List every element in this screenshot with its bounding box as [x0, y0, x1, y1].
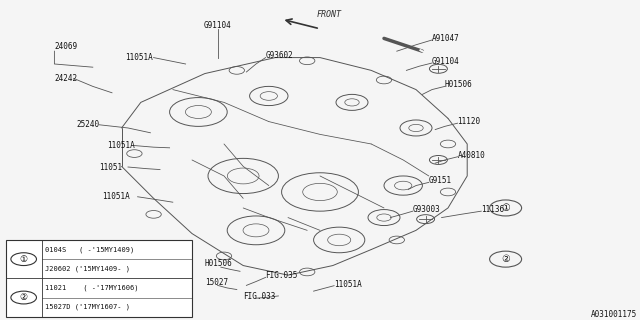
Text: 25240: 25240: [77, 120, 100, 129]
Text: 24069: 24069: [54, 42, 77, 51]
Text: 11136: 11136: [481, 205, 504, 214]
Text: 24242: 24242: [54, 74, 77, 83]
Text: ①: ①: [501, 203, 510, 213]
Text: 0104S   ( -'15MY1409): 0104S ( -'15MY1409): [45, 246, 134, 253]
Text: G91104: G91104: [432, 57, 460, 66]
Text: 11051A: 11051A: [102, 192, 130, 201]
Text: 15027: 15027: [205, 278, 228, 287]
Text: J20602 ('15MY1409- ): J20602 ('15MY1409- ): [45, 266, 130, 272]
Text: G9151: G9151: [429, 176, 452, 185]
Text: ②: ②: [20, 293, 28, 302]
Text: 15027D ('17MY1607- ): 15027D ('17MY1607- ): [45, 304, 130, 310]
Text: G93003: G93003: [413, 205, 440, 214]
Text: FRONT: FRONT: [317, 10, 342, 19]
Bar: [6, 240, 192, 317]
Text: A40810: A40810: [458, 151, 485, 160]
Text: 11051A: 11051A: [125, 53, 152, 62]
Text: G91104: G91104: [204, 21, 231, 30]
Text: FIG.035: FIG.035: [266, 271, 298, 280]
Text: H01506: H01506: [445, 80, 472, 89]
Text: FIG.033: FIG.033: [243, 292, 276, 301]
Text: 11051A: 11051A: [334, 280, 362, 289]
Text: 11120: 11120: [458, 117, 481, 126]
Text: 11051: 11051: [99, 163, 122, 172]
Text: ②: ②: [501, 254, 510, 264]
Text: ①: ①: [20, 255, 28, 264]
Text: 11021    ( -'17MY1606): 11021 ( -'17MY1606): [45, 285, 138, 291]
Text: H01506: H01506: [205, 260, 232, 268]
Text: 11051A: 11051A: [108, 141, 135, 150]
Text: G93602: G93602: [266, 52, 293, 60]
Text: A91047: A91047: [432, 34, 460, 43]
Text: A031001175: A031001175: [591, 310, 637, 319]
